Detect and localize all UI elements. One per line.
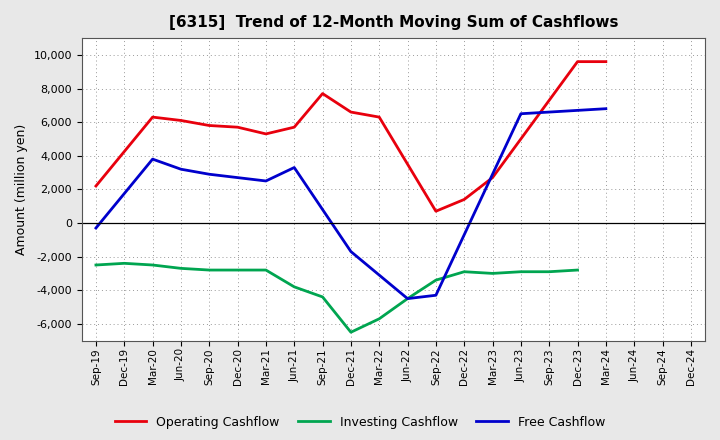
Free Cashflow: [545, 110, 554, 115]
Investing Cashflow: [488, 271, 497, 276]
Investing Cashflow: [545, 269, 554, 275]
Investing Cashflow: [120, 260, 129, 266]
Investing Cashflow: [148, 262, 157, 268]
Operating Cashflow: [488, 175, 497, 180]
Investing Cashflow: [375, 316, 384, 322]
Free Cashflow: [516, 111, 525, 117]
Free Cashflow: [176, 167, 185, 172]
Investing Cashflow: [346, 330, 355, 335]
Investing Cashflow: [261, 268, 270, 273]
Title: [6315]  Trend of 12-Month Moving Sum of Cashflows: [6315] Trend of 12-Month Moving Sum of C…: [168, 15, 618, 30]
Investing Cashflow: [516, 269, 525, 275]
Operating Cashflow: [176, 118, 185, 123]
Investing Cashflow: [91, 262, 100, 268]
Operating Cashflow: [91, 183, 100, 189]
Operating Cashflow: [346, 110, 355, 115]
Investing Cashflow: [573, 268, 582, 273]
Investing Cashflow: [318, 294, 327, 300]
Operating Cashflow: [290, 125, 299, 130]
Operating Cashflow: [573, 59, 582, 64]
Free Cashflow: [91, 225, 100, 231]
Operating Cashflow: [375, 114, 384, 120]
Free Cashflow: [403, 296, 412, 301]
Free Cashflow: [431, 293, 440, 298]
Free Cashflow: [573, 108, 582, 113]
Investing Cashflow: [176, 266, 185, 271]
Investing Cashflow: [431, 278, 440, 283]
Operating Cashflow: [431, 209, 440, 214]
Line: Free Cashflow: Free Cashflow: [96, 109, 606, 299]
Free Cashflow: [601, 106, 610, 111]
Investing Cashflow: [290, 284, 299, 290]
Y-axis label: Amount (million yen): Amount (million yen): [15, 124, 28, 255]
Operating Cashflow: [318, 91, 327, 96]
Investing Cashflow: [233, 268, 242, 273]
Free Cashflow: [205, 172, 214, 177]
Legend: Operating Cashflow, Investing Cashflow, Free Cashflow: Operating Cashflow, Investing Cashflow, …: [110, 411, 610, 434]
Operating Cashflow: [205, 123, 214, 128]
Free Cashflow: [261, 178, 270, 183]
Investing Cashflow: [460, 269, 469, 275]
Operating Cashflow: [233, 125, 242, 130]
Line: Operating Cashflow: Operating Cashflow: [96, 62, 606, 211]
Operating Cashflow: [148, 114, 157, 120]
Free Cashflow: [290, 165, 299, 170]
Line: Investing Cashflow: Investing Cashflow: [96, 263, 577, 332]
Free Cashflow: [346, 249, 355, 254]
Free Cashflow: [148, 157, 157, 162]
Investing Cashflow: [205, 268, 214, 273]
Operating Cashflow: [261, 131, 270, 136]
Investing Cashflow: [403, 296, 412, 301]
Operating Cashflow: [601, 59, 610, 64]
Free Cashflow: [233, 175, 242, 180]
Operating Cashflow: [460, 197, 469, 202]
